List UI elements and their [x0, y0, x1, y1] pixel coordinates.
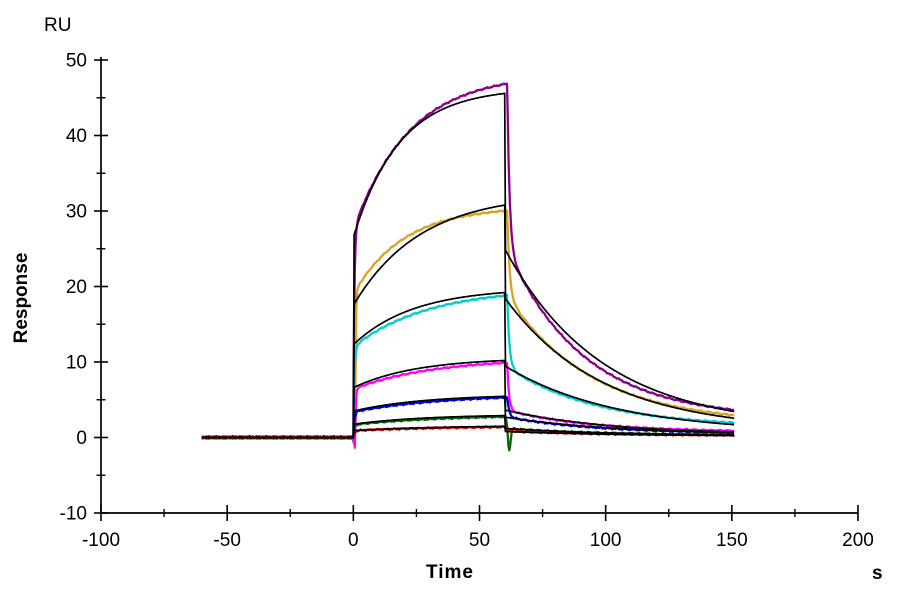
series-curve-1-purple-fit — [201, 92, 735, 439]
y-tick-label: 0 — [76, 428, 87, 449]
series-curve-2-gold-measured — [201, 209, 735, 450]
x-tick-label: -50 — [213, 530, 240, 551]
series-curve-2-gold-fit — [201, 204, 735, 439]
x-tick-label: 50 — [469, 530, 490, 551]
y-tick-label: 20 — [66, 277, 87, 298]
y-tick-label: 10 — [66, 353, 87, 374]
y-tick-label: -10 — [60, 504, 87, 525]
x-tick-label: -100 — [82, 530, 120, 551]
x-axis-title: Time — [426, 562, 474, 583]
x-tick-label: 150 — [716, 530, 748, 551]
x-tick-label: 200 — [842, 530, 874, 551]
y-axis-title: Response — [11, 253, 32, 344]
y-tick-label: 40 — [66, 126, 87, 147]
y-tick-label: 50 — [66, 51, 87, 72]
x-tick-label: 100 — [590, 530, 622, 551]
curves-layer — [201, 82, 735, 452]
x-unit-label: s — [872, 563, 883, 584]
series-curve-1-purple-measured — [201, 82, 735, 440]
x-tick-label: 0 — [348, 530, 359, 551]
y-unit-label: RU — [44, 15, 71, 36]
y-tick-label: 30 — [66, 202, 87, 223]
series-curve-7-red-fit — [201, 425, 735, 439]
